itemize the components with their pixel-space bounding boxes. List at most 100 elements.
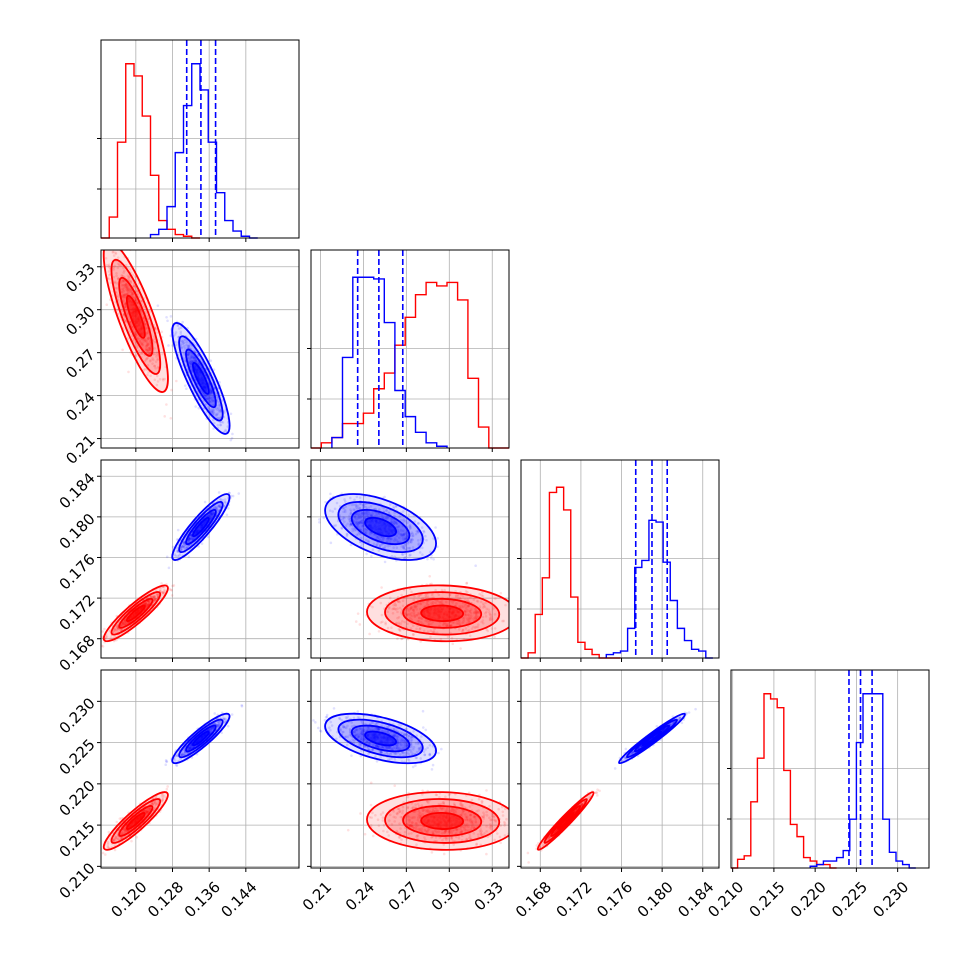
- sample-point: [209, 388, 213, 392]
- sample-point: [418, 612, 421, 616]
- sample-point: [426, 620, 429, 623]
- sample-point: [334, 524, 338, 527]
- sample-point: [473, 607, 477, 611]
- sample-point: [190, 355, 193, 358]
- sample-point: [173, 759, 177, 762]
- sample-point: [479, 600, 483, 604]
- sample-point: [152, 801, 156, 804]
- sample-point: [216, 408, 219, 412]
- sample-point: [421, 546, 424, 550]
- sample-point: [156, 801, 159, 805]
- sample-point: [121, 623, 125, 627]
- sample-point: [443, 588, 446, 592]
- sample-point: [187, 344, 191, 347]
- sample-point: [364, 505, 368, 509]
- sample-point: [148, 310, 152, 313]
- sample-point: [426, 603, 429, 607]
- sample-point: [475, 599, 479, 603]
- sample-point: [170, 594, 174, 597]
- sample-point: [215, 413, 218, 417]
- sample-point: [475, 614, 478, 618]
- contour-blue: [191, 516, 210, 538]
- sample-point: [210, 727, 214, 731]
- sample-point: [361, 521, 365, 525]
- sample-point: [145, 357, 149, 361]
- sample-point: [362, 502, 366, 506]
- sample-point: [123, 305, 127, 309]
- sample-point: [165, 760, 168, 763]
- sample-point: [207, 396, 210, 400]
- sample-point: [219, 505, 222, 508]
- sample-point: [217, 504, 221, 508]
- sample-point: [342, 516, 345, 519]
- sample-point: [182, 345, 186, 348]
- sample-point: [448, 624, 452, 628]
- sample-point: [335, 501, 339, 505]
- sample-point: [348, 514, 351, 518]
- sample-point: [184, 347, 187, 350]
- scatter-panel-2-1: [307, 459, 510, 662]
- sample-point: [499, 591, 503, 595]
- sample-point: [210, 512, 214, 516]
- sample-point: [123, 302, 127, 306]
- sample-point: [125, 292, 129, 296]
- sample-point: [348, 524, 352, 527]
- sample-point: [148, 348, 152, 351]
- sample-point: [146, 342, 150, 346]
- sample-point: [324, 500, 327, 504]
- sample-point: [422, 600, 425, 604]
- sample-point: [400, 534, 404, 537]
- sample-point: [161, 793, 165, 796]
- sample-point: [147, 346, 151, 350]
- sample-point: [112, 839, 115, 843]
- sample-point: [180, 752, 184, 755]
- sample-point: [466, 591, 469, 594]
- sample-point: [349, 512, 353, 516]
- sample-point: [124, 622, 128, 626]
- sample-point: [480, 594, 483, 597]
- sample-point: [188, 364, 192, 368]
- sample-point: [409, 553, 412, 557]
- sample-point: [458, 622, 461, 625]
- sample-point: [212, 410, 215, 414]
- sample-point: [186, 353, 190, 357]
- sample-point: [209, 517, 213, 520]
- sample-point: [357, 522, 360, 525]
- sample-point: [333, 507, 337, 511]
- sample-point: [397, 627, 401, 631]
- sample-point: [146, 809, 149, 812]
- contour-red: [118, 805, 154, 837]
- sample-point: [151, 362, 154, 365]
- sample-point: [121, 287, 124, 291]
- sample-point: [122, 266, 125, 270]
- sample-point: [406, 622, 409, 626]
- sample-point: [392, 607, 396, 610]
- sample-point: [142, 316, 145, 320]
- sample-point: [124, 829, 127, 833]
- sample-point: [396, 616, 399, 620]
- sample-point: [90, 210, 93, 213]
- sample-point: [125, 829, 129, 833]
- sample-point: [180, 753, 184, 757]
- sample-point: [408, 527, 412, 530]
- sample-point: [476, 625, 480, 629]
- sample-point: [426, 595, 430, 598]
- sample-point: [431, 600, 435, 604]
- sample-point: [108, 243, 111, 246]
- sample-point: [148, 807, 152, 811]
- contour-red: [384, 591, 501, 636]
- sample-point: [146, 811, 149, 814]
- sample-point: [411, 538, 414, 542]
- sample-point: [206, 394, 210, 398]
- sample-point: [142, 315, 145, 319]
- sample-point: [204, 394, 208, 398]
- sample-point: [464, 610, 468, 614]
- sample-point: [387, 510, 391, 514]
- sample-point: [346, 533, 349, 536]
- sample-point: [223, 500, 227, 504]
- sample-point: [211, 399, 215, 402]
- sample-point: [107, 263, 111, 267]
- sample-point: [145, 810, 148, 814]
- sample-point: [419, 640, 422, 643]
